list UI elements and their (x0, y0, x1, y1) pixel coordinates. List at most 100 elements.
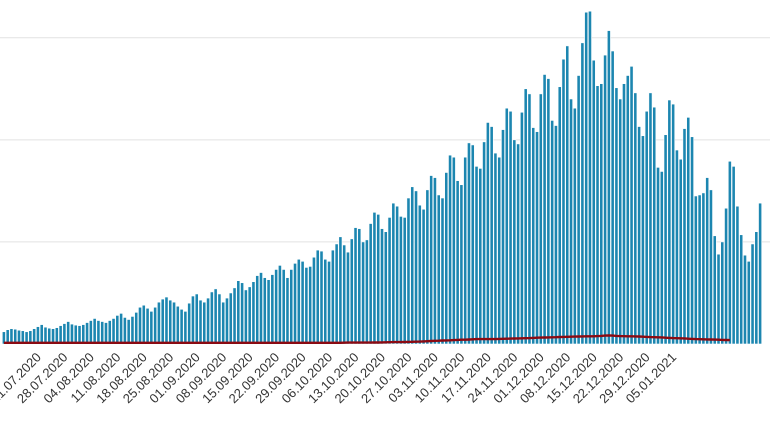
bar (308, 266, 313, 345)
bar (175, 305, 180, 345)
bar (720, 241, 725, 345)
bar (712, 235, 717, 345)
bar (209, 291, 214, 345)
bar (319, 250, 324, 345)
bar (625, 75, 630, 345)
bar (433, 177, 437, 345)
bar (754, 231, 759, 345)
bar (62, 323, 67, 345)
line-series (3, 334, 730, 344)
bar-series (1, 10, 763, 345)
bar (610, 50, 615, 345)
bar (550, 120, 555, 345)
bar (107, 320, 112, 345)
bar (399, 216, 403, 345)
bar (138, 306, 142, 345)
bar (5, 329, 10, 345)
bar (557, 86, 562, 345)
bar (572, 107, 577, 345)
bar (164, 296, 169, 345)
bar (217, 293, 222, 345)
bar (88, 320, 93, 345)
bar (716, 253, 721, 345)
bar (183, 311, 188, 345)
bar (406, 197, 411, 345)
bar (312, 256, 316, 345)
bar (353, 227, 358, 345)
bar (13, 328, 18, 345)
bar (459, 184, 464, 345)
bar (1, 331, 6, 345)
bar (191, 295, 195, 345)
bar (652, 106, 657, 345)
bar (372, 212, 377, 345)
bar (274, 269, 279, 345)
bar (614, 87, 619, 345)
bar (724, 207, 728, 345)
bar (119, 313, 123, 345)
bar (618, 98, 623, 345)
bar (368, 223, 373, 345)
bar (656, 167, 660, 345)
bar (47, 327, 52, 345)
bar (262, 277, 267, 345)
bar (206, 297, 210, 345)
bar (387, 217, 392, 345)
bar (451, 156, 456, 345)
bar (648, 92, 653, 345)
bar (690, 136, 694, 345)
bar (637, 126, 642, 345)
bar (349, 238, 354, 345)
bar (213, 288, 218, 345)
bar (504, 107, 509, 345)
bar (569, 98, 573, 345)
bar (686, 117, 691, 345)
bar (202, 301, 207, 345)
bar (538, 93, 543, 345)
bar (289, 269, 294, 345)
bar (153, 306, 158, 345)
bar (675, 149, 679, 345)
bar (157, 301, 161, 345)
bar (20, 330, 25, 345)
bar (402, 217, 407, 345)
bar (66, 321, 71, 345)
bar (595, 85, 600, 345)
bar (682, 128, 687, 345)
bar (470, 144, 475, 345)
bar (232, 287, 237, 345)
bar (758, 202, 763, 345)
bar (395, 205, 400, 345)
bar (584, 11, 589, 345)
bar (334, 243, 339, 345)
bar (346, 251, 350, 345)
bar (236, 280, 241, 345)
bar (444, 172, 449, 345)
bar (667, 99, 672, 345)
bar (330, 249, 335, 345)
bar (122, 317, 127, 345)
bar (376, 214, 381, 345)
bar (43, 326, 48, 345)
bar (383, 231, 388, 345)
bar (527, 93, 532, 345)
bar (482, 141, 486, 345)
bar (32, 328, 37, 345)
bar (225, 297, 229, 345)
bar (678, 158, 683, 345)
bar (697, 194, 702, 345)
bar (315, 249, 320, 345)
bar (100, 321, 105, 345)
bar (187, 302, 192, 345)
bar (221, 301, 226, 345)
bar (228, 292, 233, 345)
bar (641, 135, 645, 345)
bar (606, 30, 611, 345)
bar (323, 258, 328, 345)
bar (251, 281, 256, 345)
bar (85, 322, 89, 345)
bar (739, 234, 744, 345)
bar (663, 134, 668, 345)
